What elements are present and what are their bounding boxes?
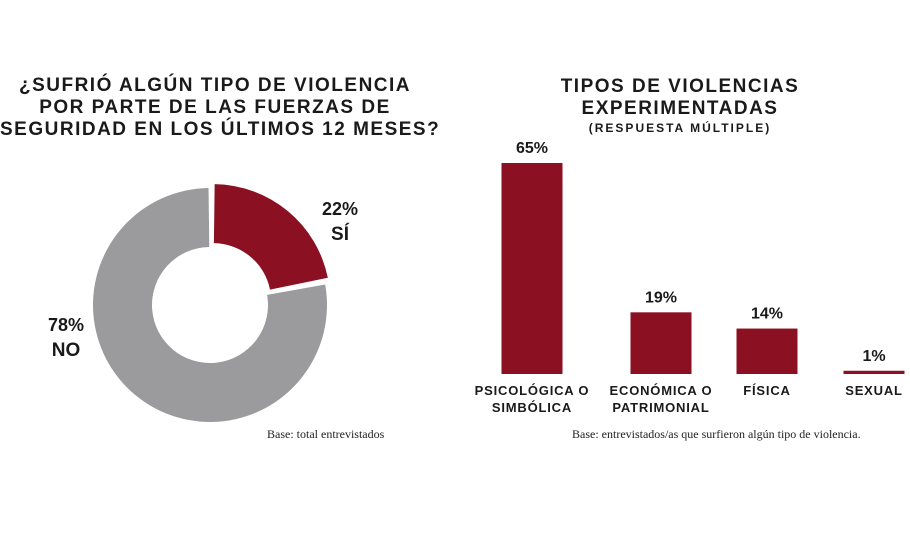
donut-base-note: Base: total entrevistados [267, 427, 385, 441]
bar-base-note: Base: entrevistados/as que surfieron alg… [572, 427, 861, 441]
donut-slice-no [93, 188, 328, 423]
donut-title-line-3: SEGURIDAD EN LOS ÚLTIMOS 12 MESES? [0, 119, 441, 140]
bar-category-label-1-0: ECONÓMICA O [610, 383, 713, 398]
donut-label-no-value: 78% [48, 315, 84, 335]
donut-label-no-name: NO [52, 340, 81, 361]
donut-title-line-1: ¿SUFRIÓ ALGÚN TIPO DE VIOLENCIA [18, 75, 412, 96]
bar-category-label-3-0: SEXUAL [845, 383, 903, 398]
donut-slice-si [213, 184, 328, 290]
bar-0 [501, 163, 563, 374]
bar-value-label-1: 19% [645, 289, 677, 306]
bar-value-label-0: 65% [516, 140, 548, 157]
bar-2 [736, 328, 798, 374]
bar-category-label-2-0: FÍSICA [743, 383, 790, 398]
bar-value-label-3: 1% [862, 348, 885, 365]
donut-label-si-value: 22% [322, 199, 358, 219]
bar-chart-subtitle: (RESPUESTA MÚLTIPLE) [588, 121, 772, 135]
bar-category-label-0-1: SIMBÓLICA [492, 400, 572, 415]
bar-title-line-2: EXPERIMENTADAS [581, 98, 779, 119]
bar-value-label-2: 14% [751, 306, 783, 323]
bar-title-line-1: TIPOS DE VIOLENCIAS [560, 76, 800, 97]
donut-chart-title: ¿SUFRIÓ ALGÚN TIPO DE VIOLENCIA POR PART… [0, 75, 441, 141]
bar-1 [630, 312, 692, 374]
bar-chart-title: TIPOS DE VIOLENCIAS EXPERIMENTADAS [535, 76, 825, 120]
donut-label-si-name: SÍ [331, 223, 350, 245]
donut-title-line-2: POR PARTE DE LAS FUERZAS DE [39, 97, 391, 118]
bar-category-label-1-1: PATRIMONIAL [612, 400, 709, 415]
bar-3 [843, 370, 905, 374]
bar-category-label-0-0: PSICOLÓGICA O [475, 383, 590, 398]
